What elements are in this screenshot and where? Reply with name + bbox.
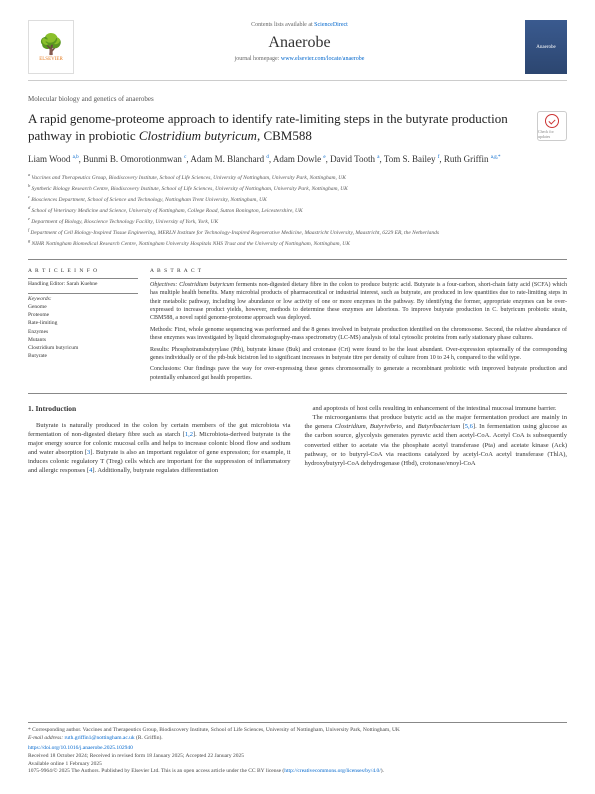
affiliation-item: e Department of Biology, Bioscience Tech… (28, 216, 567, 227)
title-area: A rapid genome-proteome approach to iden… (28, 111, 567, 145)
received-line: Received 18 October 2024; Received in re… (28, 753, 567, 761)
copyright-line: 1075-9964/© 2025 The Authors. Published … (28, 768, 567, 776)
affiliation-item: g NIHR Nottingham Biomedical Research Ce… (28, 238, 567, 249)
abstract-objectives: Objectives: Clostridium butyricum fermen… (150, 281, 567, 323)
elsevier-logo: 🌳 ELSEVIER (28, 20, 74, 74)
email-line: E-mail address: ruth.griffin1@nottingham… (28, 735, 567, 743)
body-p1: Butyrate is naturally produced in the co… (28, 421, 291, 476)
body-p3: The microorganisms that produce butyric … (305, 413, 568, 468)
body-p2: and apoptosis of host cells resulting in… (305, 404, 568, 413)
keywords-list: GenomeProteomeRate-limitingEnzymesMutant… (28, 303, 138, 361)
license-link[interactable]: http://creativecommons.org/licenses/by/4… (284, 768, 380, 774)
affiliation-item: d School of Veterinary Medicine and Scie… (28, 205, 567, 216)
authors-list: Liam Wood a,b, Bunmi B. Omorotionmwan c,… (28, 153, 567, 167)
check-updates-badge[interactable]: Check for updates (537, 111, 567, 141)
journal-header: 🌳 ELSEVIER Contents lists available at S… (28, 20, 567, 81)
journal-homepage: journal homepage: www.elsevier.com/locat… (74, 56, 525, 62)
body-columns: 1. Introduction Butyrate is naturally pr… (28, 404, 567, 475)
journal-cover-thumb: Anaerobe (525, 20, 567, 74)
affiliation-item: b Synthetic Biology Research Centre, Bio… (28, 183, 567, 194)
article-section: Molecular biology and genetics of anaero… (28, 95, 567, 103)
keyword-item: Clostridium butyricum (28, 344, 138, 352)
keyword-item: Genome (28, 303, 138, 311)
publisher-name: ELSEVIER (39, 57, 63, 62)
abstract-methods: Methods: First, whole genome sequencing … (150, 326, 567, 343)
info-heading: A R T I C L E I N F O (28, 268, 138, 274)
keyword-item: Butyrate (28, 352, 138, 360)
homepage-link[interactable]: www.elsevier.com/locate/anaerobe (281, 56, 365, 62)
affiliations-list: a Vaccines and Therapeutics Group, Biodi… (28, 172, 567, 249)
check-icon (545, 114, 559, 128)
corresponding-author: * Corresponding author. Vaccines and The… (28, 727, 567, 735)
article-info: A R T I C L E I N F O Handling Editor: S… (28, 268, 138, 385)
keyword-item: Rate-limiting (28, 319, 138, 327)
journal-name: Anaerobe (74, 34, 525, 52)
abstract-results: Results: Phosphotransbutyrylase (Ptb), b… (150, 346, 567, 363)
intro-heading: 1. Introduction (28, 404, 291, 415)
sciencedirect-link[interactable]: ScienceDirect (314, 22, 348, 28)
elsevier-tree-icon: 🌳 (39, 32, 64, 57)
keyword-item: Proteome (28, 311, 138, 319)
article-title: A rapid genome-proteome approach to iden… (28, 111, 529, 145)
abstract-conclusions: Conclusions: Our findings pave the way f… (150, 365, 567, 382)
header-center: Contents lists available at ScienceDirec… (74, 20, 525, 62)
handling-editor: Handling Editor: Sarah Kuehne (28, 281, 138, 287)
abstract-heading: A B S T R A C T (150, 268, 567, 274)
affiliation-item: a Vaccines and Therapeutics Group, Biodi… (28, 172, 567, 183)
keywords-label: Keywords: (28, 296, 138, 302)
email-link[interactable]: ruth.griffin1@nottingham.ac.uk (64, 735, 134, 741)
footer-block: * Corresponding author. Vaccines and The… (28, 722, 567, 776)
doi-line: https://doi.org/10.1016/j.anaerobe.2025.… (28, 745, 567, 753)
affiliation-item: f Department of Cell Biology-Inspired Ti… (28, 227, 567, 238)
keyword-item: Mutants (28, 336, 138, 344)
doi-link[interactable]: https://doi.org/10.1016/j.anaerobe.2025.… (28, 745, 133, 751)
info-abstract-block: A R T I C L E I N F O Handling Editor: S… (28, 259, 567, 394)
contents-line: Contents lists available at ScienceDirec… (74, 22, 525, 28)
keyword-item: Enzymes (28, 328, 138, 336)
abstract: A B S T R A C T Objectives: Clostridium … (150, 268, 567, 385)
affiliation-item: c Biosciences Department, School of Scie… (28, 194, 567, 205)
